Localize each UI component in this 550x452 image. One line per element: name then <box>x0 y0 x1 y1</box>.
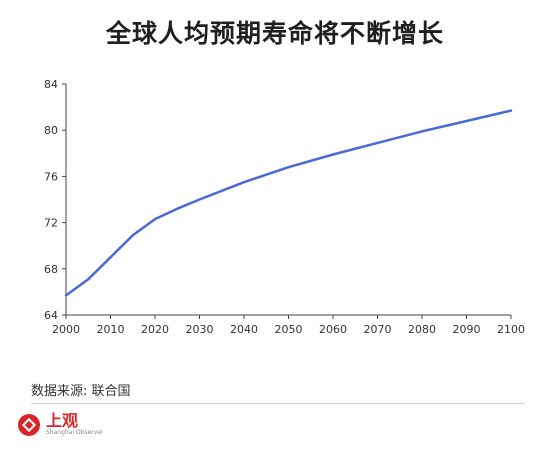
logo-text: 上观 <box>46 411 79 430</box>
data-source: 数据来源: 联合国 <box>31 384 131 399</box>
x-tick-label: 2020 <box>141 323 169 336</box>
y-tick-label: 76 <box>44 170 58 183</box>
x-tick-label: 2060 <box>319 323 347 336</box>
line-chart: 64 68 72 76 80 84 2000 2010 2020 2030 2040 2050 2060… <box>44 78 525 336</box>
x-tick-label: 2030 <box>186 323 214 336</box>
x-tick-label: 2050 <box>275 323 303 336</box>
y-tick-label: 80 <box>44 124 58 137</box>
logo: 上观 Shanghai Observer <box>18 413 103 437</box>
y-tick-label: 68 <box>44 263 58 276</box>
chart-axes <box>65 84 511 316</box>
x-tick-label: 2090 <box>453 323 481 336</box>
shanghai-observer-logo-icon <box>18 414 40 436</box>
x-tick-label: 2040 <box>230 323 258 336</box>
chart-ticks: 64 68 72 76 80 84 2000 2010 2020 2030 2040 2050 2060… <box>44 78 525 336</box>
y-tick-label: 72 <box>44 217 58 230</box>
divider <box>31 403 525 404</box>
x-tick-label: 2000 <box>52 323 80 336</box>
x-tick-label: 2080 <box>408 323 436 336</box>
logo-subtext: Shanghai Observer <box>46 429 104 436</box>
series-line <box>64 109 513 297</box>
x-tick-label: 2100 <box>497 323 525 336</box>
x-tick-label: 2010 <box>97 323 125 336</box>
y-tick-label: 84 <box>44 78 58 91</box>
y-tick-label: 64 <box>44 309 58 322</box>
x-tick-label: 2070 <box>364 323 392 336</box>
chart-title: 全球人均预期寿命将不断增长 <box>105 19 444 48</box>
chart-series <box>64 109 513 297</box>
